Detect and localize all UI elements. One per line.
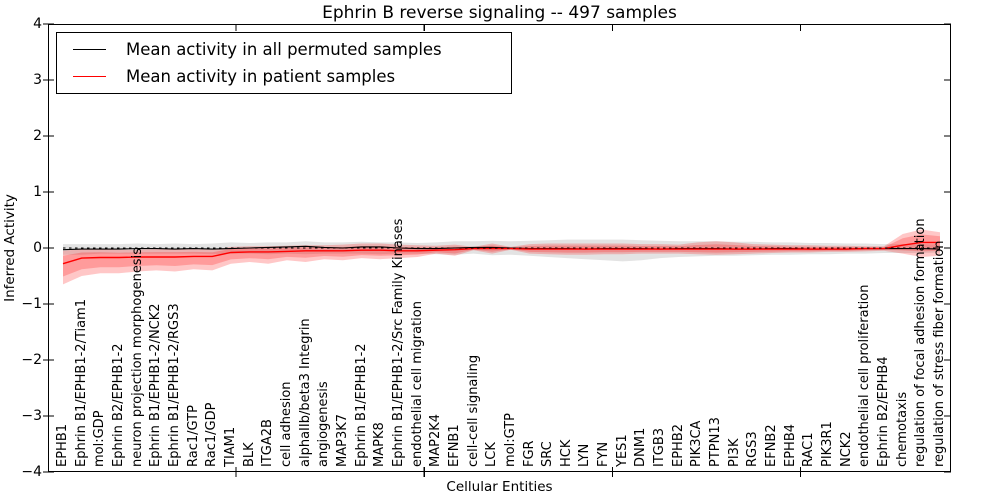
red-line-sample-icon: [73, 75, 106, 77]
x-tick-label: Ephrin B1/EPHB1-2/Tiam1: [73, 298, 89, 467]
x-tick-label: Rac1/GDP: [204, 402, 220, 467]
x-tick-label: regulation of focal adhesion formation: [913, 218, 929, 467]
y-tick-label: 0: [33, 240, 42, 256]
x-tick-label: chemotaxis: [894, 391, 910, 467]
x-tick-label: RGS3: [745, 431, 761, 467]
x-tick-label: NCK2: [838, 431, 854, 467]
x-tick-label: LYN: [577, 443, 593, 467]
x-tick-label: TIAM1: [222, 426, 238, 467]
x-tick-label: Ephrin B2/EPHB1-2: [110, 343, 126, 467]
x-tick-label: Ephrin B1/EPHB1-2: [353, 343, 369, 467]
x-tick-label: regulation of stress fiber formation: [932, 240, 948, 467]
y-tick-label: 1: [33, 184, 42, 200]
x-tick-label: ITGB3: [652, 427, 668, 467]
patient-std-band-outer: [63, 229, 940, 285]
x-tick-label: EPHB4: [782, 423, 798, 467]
x-tick-label: MAP2K4: [428, 413, 444, 467]
x-tick-label: Ephrin B1/EPHB1-2/Src Family Kinases: [390, 218, 406, 467]
legend-label-patient: Mean activity in patient samples: [126, 66, 396, 86]
x-tick-label: Rac1/GTP: [185, 405, 201, 467]
permuted-std-band: [63, 239, 940, 262]
y-tick-label: −2: [21, 352, 42, 368]
x-tick-label: Ephrin B2/EPHB4: [876, 356, 892, 467]
x-tick-label: RAC1: [801, 432, 817, 467]
y-tick-label: −1: [21, 296, 42, 312]
x-tick-label: PTPN13: [708, 417, 724, 467]
x-tick-label: endothelial cell migration: [409, 301, 425, 467]
x-tick-label: EPHB1: [55, 423, 70, 467]
legend-label-permuted: Mean activity in all permuted samples: [126, 40, 442, 60]
x-tick-label: EFNB1: [446, 424, 462, 467]
x-tick-label: EFNB2: [764, 424, 780, 467]
x-tick-label: cell-cell signaling: [465, 354, 481, 467]
x-tick-label: DNM1: [633, 427, 649, 467]
x-tick-label: PI3K: [726, 438, 742, 467]
x-tick-label: PIK3R1: [820, 421, 836, 467]
x-tick-label: FYN: [596, 441, 612, 467]
x-tick-label: Ephrin B1/EPHB1-2/RGS3: [166, 303, 182, 467]
x-tick-label: cell adhesion: [278, 381, 294, 467]
y-tick-label: −4: [21, 464, 42, 480]
patient-mean-line: [62, 241, 940, 265]
x-tick-label: mol:GTP: [502, 413, 518, 467]
x-axis-label: Cellular Entities: [446, 479, 553, 495]
x-tick-label: alphaIIb/beta3 Integrin: [297, 318, 313, 467]
x-tick-label: MAPK8: [372, 422, 388, 467]
patient-std-band-inner: [63, 234, 940, 277]
y-tick-label: −3: [21, 408, 42, 424]
x-tick-label: MAP3K7: [334, 413, 350, 467]
x-tick-label: LCK: [484, 442, 500, 467]
x-tick-label: HCK: [558, 439, 574, 467]
black-line-sample-icon: [73, 49, 106, 51]
x-tick-label: EPHB2: [670, 423, 686, 467]
chart-title: Ephrin B reverse signaling -- 497 sample…: [322, 3, 677, 23]
x-tick-label: PIK3CA: [689, 420, 705, 467]
x-tick-label: neuron projection morphogenesis: [129, 248, 145, 467]
legend: Mean activity in all permuted samples Me…: [56, 32, 512, 94]
x-tick-label: mol:GDP: [92, 410, 108, 467]
x-tick-label: BLK: [241, 442, 257, 467]
x-tick-label: FGR: [521, 440, 537, 467]
x-tick-label: Ephrin B1/EPHB1-2/NCK2: [148, 303, 164, 467]
x-tick-label: angiogenesis: [316, 381, 332, 467]
legend-item-permuted: Mean activity in all permuted samples: [73, 40, 511, 59]
x-tick-label: SRC: [540, 441, 556, 467]
legend-item-patient: Mean activity in patient samples: [73, 67, 511, 86]
x-tick-label: endothelial cell proliferation: [857, 284, 873, 468]
y-tick-label: 3: [33, 72, 42, 88]
x-tick-label: ITGA2B: [260, 419, 276, 467]
y-tick-label: 4: [33, 16, 42, 32]
x-tick-label: YES1: [614, 434, 630, 467]
y-tick-label: 2: [33, 128, 42, 144]
